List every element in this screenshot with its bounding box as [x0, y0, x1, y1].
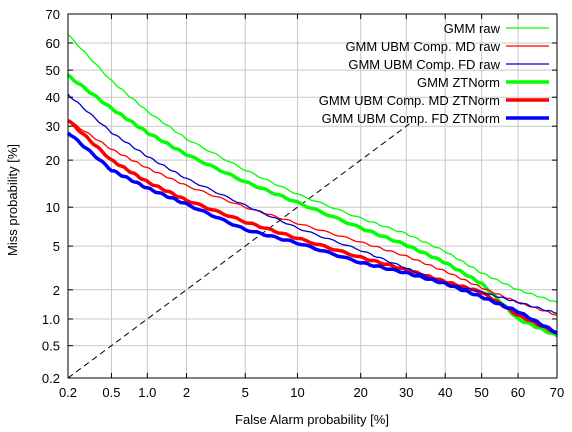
legend-label: GMM UBM Comp. FD ZTNorm [322, 111, 500, 126]
x-tick-label: 2 [183, 385, 190, 400]
x-tick-label: 1.0 [138, 385, 156, 400]
x-tick-label: 20 [353, 385, 367, 400]
x-axis-label: False Alarm probability [%] [235, 412, 389, 427]
series-lines [66, 34, 559, 338]
x-tick-label: 30 [399, 385, 413, 400]
x-tick-label: 70 [550, 385, 564, 400]
x-tick-label: 10 [290, 385, 304, 400]
y-axis-label: Miss probability [%] [5, 144, 20, 256]
x-tick-label: 0.2 [59, 385, 77, 400]
legend-label: GMM raw [444, 21, 501, 36]
y-tick-label: 20 [46, 153, 60, 168]
series-line-2 [67, 120, 558, 316]
legend: GMM raw GMM UBM Comp. MD raw GMM UBM Comp.… [319, 21, 549, 126]
y-tick-label: 2 [53, 283, 60, 298]
x-tick-label: 60 [511, 385, 525, 400]
y-tick-label: 0.2 [42, 371, 60, 386]
y-tick-label: 1.0 [42, 312, 60, 327]
x-tick-label: 0.5 [102, 385, 120, 400]
plot-frame [67, 13, 558, 379]
legend-label: GMM UBM Comp. MD ZTNorm [319, 93, 500, 108]
series-line-5 [67, 119, 558, 335]
legend-label: GMM UBM Comp. MD raw [345, 39, 500, 54]
series-line-1 [67, 34, 558, 303]
x-tick-label: 40 [438, 385, 452, 400]
y-tick-label: 30 [46, 119, 60, 134]
y-tick-label: 70 [46, 7, 60, 22]
y-tick-label: 50 [46, 63, 60, 78]
series-line-6 [66, 131, 558, 335]
y-tick-label: 40 [46, 90, 60, 105]
y-tick-label: 10 [46, 200, 60, 215]
legend-label: GMM ZTNorm [417, 75, 500, 90]
equal-error-line [67, 122, 411, 379]
x-tick-label: 50 [474, 385, 488, 400]
reference-diagonal [67, 122, 411, 379]
y-tick-label: 5 [53, 239, 60, 254]
x-tick-label: 5 [242, 385, 249, 400]
y-tick-label: 60 [46, 36, 60, 51]
series-line-3 [67, 93, 558, 314]
legend-label: GMM UBM Comp. FD raw [348, 57, 500, 72]
y-tick-label: 0.5 [42, 339, 60, 354]
axis-ticks: 0.2 0.5 1.0 2 5 10 20 30 40 50 60 70 0.2 0.5 1.0 2 5 10 20… [42, 7, 564, 400]
